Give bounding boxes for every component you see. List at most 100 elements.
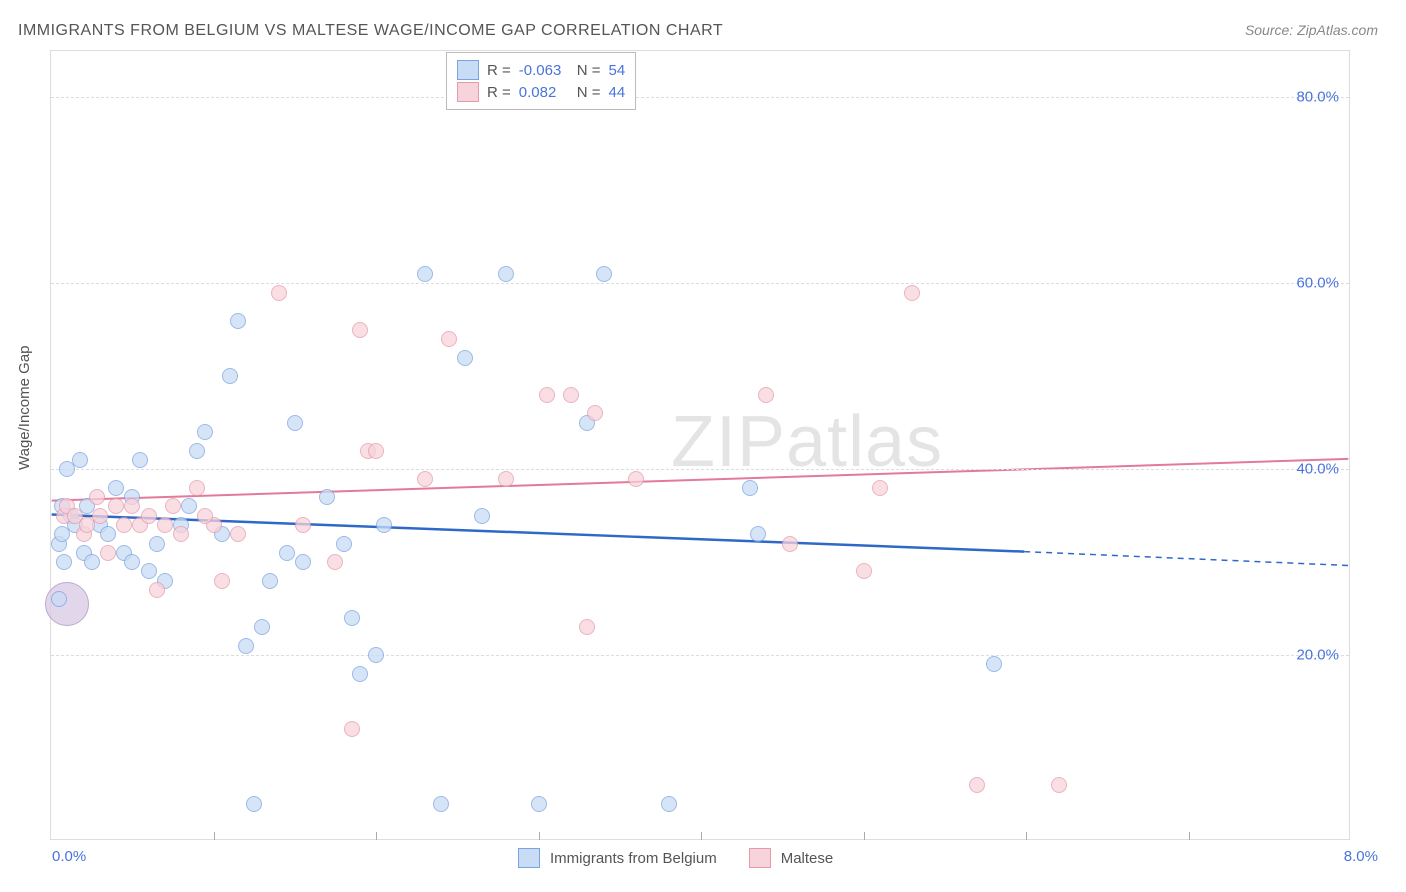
data-point — [92, 508, 108, 524]
x-tick — [1189, 832, 1190, 840]
data-point — [474, 508, 490, 524]
data-point — [417, 266, 433, 282]
y-tick-label: 40.0% — [1296, 461, 1339, 478]
legend-r-value: 0.082 — [519, 84, 569, 101]
data-point — [498, 266, 514, 282]
data-point — [230, 313, 246, 329]
data-point — [197, 508, 213, 524]
legend-swatch — [518, 848, 540, 868]
data-point — [173, 526, 189, 542]
series-legend: Immigrants from Belgium Maltese — [518, 848, 855, 868]
data-point — [295, 517, 311, 533]
data-point — [124, 498, 140, 514]
correlation-legend: R = -0.063 N = 54 R = 0.082 N = 44 — [446, 52, 636, 110]
data-point — [628, 471, 644, 487]
data-point — [587, 405, 603, 421]
data-point — [368, 443, 384, 459]
data-point — [295, 554, 311, 570]
data-point — [498, 471, 514, 487]
legend-r-label: R = — [487, 84, 511, 101]
data-point — [872, 480, 888, 496]
data-point — [246, 796, 262, 812]
data-point — [230, 526, 246, 542]
data-point — [417, 471, 433, 487]
data-point — [141, 563, 157, 579]
x-tick-label-right: 8.0% — [1344, 848, 1378, 865]
data-point — [661, 796, 677, 812]
data-point — [327, 554, 343, 570]
data-point — [157, 517, 173, 533]
data-point — [344, 610, 360, 626]
data-point — [856, 563, 872, 579]
data-point — [352, 666, 368, 682]
gridline — [51, 469, 1349, 470]
data-point — [222, 368, 238, 384]
source-label: Source: — [1245, 22, 1297, 38]
legend-row: R = -0.063 N = 54 — [457, 59, 625, 81]
data-point — [189, 480, 205, 496]
y-tick-label: 80.0% — [1296, 89, 1339, 106]
data-point — [72, 452, 88, 468]
data-point — [254, 619, 270, 635]
data-point — [287, 415, 303, 431]
legend-swatch — [749, 848, 771, 868]
data-point — [214, 573, 230, 589]
data-point — [539, 387, 555, 403]
data-point — [238, 638, 254, 654]
legend-n-value: 44 — [609, 84, 626, 101]
data-point — [181, 498, 197, 514]
data-point — [319, 489, 335, 505]
data-point — [986, 656, 1002, 672]
data-point — [84, 554, 100, 570]
source-attribution: Source: ZipAtlas.com — [1245, 22, 1378, 38]
data-point — [279, 545, 295, 561]
data-point — [758, 387, 774, 403]
data-point — [262, 573, 278, 589]
data-point — [124, 554, 140, 570]
legend-n-value: 54 — [609, 62, 626, 79]
legend-series-label: Maltese — [781, 850, 834, 867]
data-point — [579, 619, 595, 635]
legend-row: R = 0.082 N = 44 — [457, 81, 625, 103]
data-point — [116, 517, 132, 533]
watermark: ZIPatlas — [671, 401, 943, 483]
x-tick — [864, 832, 865, 840]
data-point — [165, 498, 181, 514]
y-axis-label: Wage/Income Gap — [16, 345, 33, 470]
data-point — [108, 498, 124, 514]
x-tick — [376, 832, 377, 840]
data-point — [904, 285, 920, 301]
data-point — [271, 285, 287, 301]
legend-n-label: N = — [577, 62, 601, 79]
data-point — [149, 582, 165, 598]
data-point — [108, 480, 124, 496]
data-point — [141, 508, 157, 524]
data-point — [563, 387, 579, 403]
legend-swatch — [457, 82, 479, 102]
data-point — [531, 796, 547, 812]
legend-series-label: Immigrants from Belgium — [550, 850, 717, 867]
data-point — [89, 489, 105, 505]
y-tick-label: 60.0% — [1296, 275, 1339, 292]
data-point — [149, 536, 165, 552]
data-point — [441, 331, 457, 347]
data-point — [742, 480, 758, 496]
legend-n-label: N = — [577, 84, 601, 101]
data-point — [197, 424, 213, 440]
data-point — [344, 721, 360, 737]
trend-lines-layer — [51, 51, 1349, 839]
data-point — [1051, 777, 1067, 793]
data-point — [433, 796, 449, 812]
data-point — [51, 591, 67, 607]
data-point — [352, 322, 368, 338]
gridline — [51, 655, 1349, 656]
x-tick — [539, 832, 540, 840]
x-tick-label-left: 0.0% — [52, 848, 86, 865]
data-point — [457, 350, 473, 366]
legend-r-value: -0.063 — [519, 62, 569, 79]
gridline — [51, 97, 1349, 98]
data-point — [100, 545, 116, 561]
legend-r-label: R = — [487, 62, 511, 79]
chart-title: IMMIGRANTS FROM BELGIUM VS MALTESE WAGE/… — [18, 22, 723, 40]
plot-area: ZIPatlas 20.0%40.0%60.0%80.0% — [50, 50, 1350, 840]
